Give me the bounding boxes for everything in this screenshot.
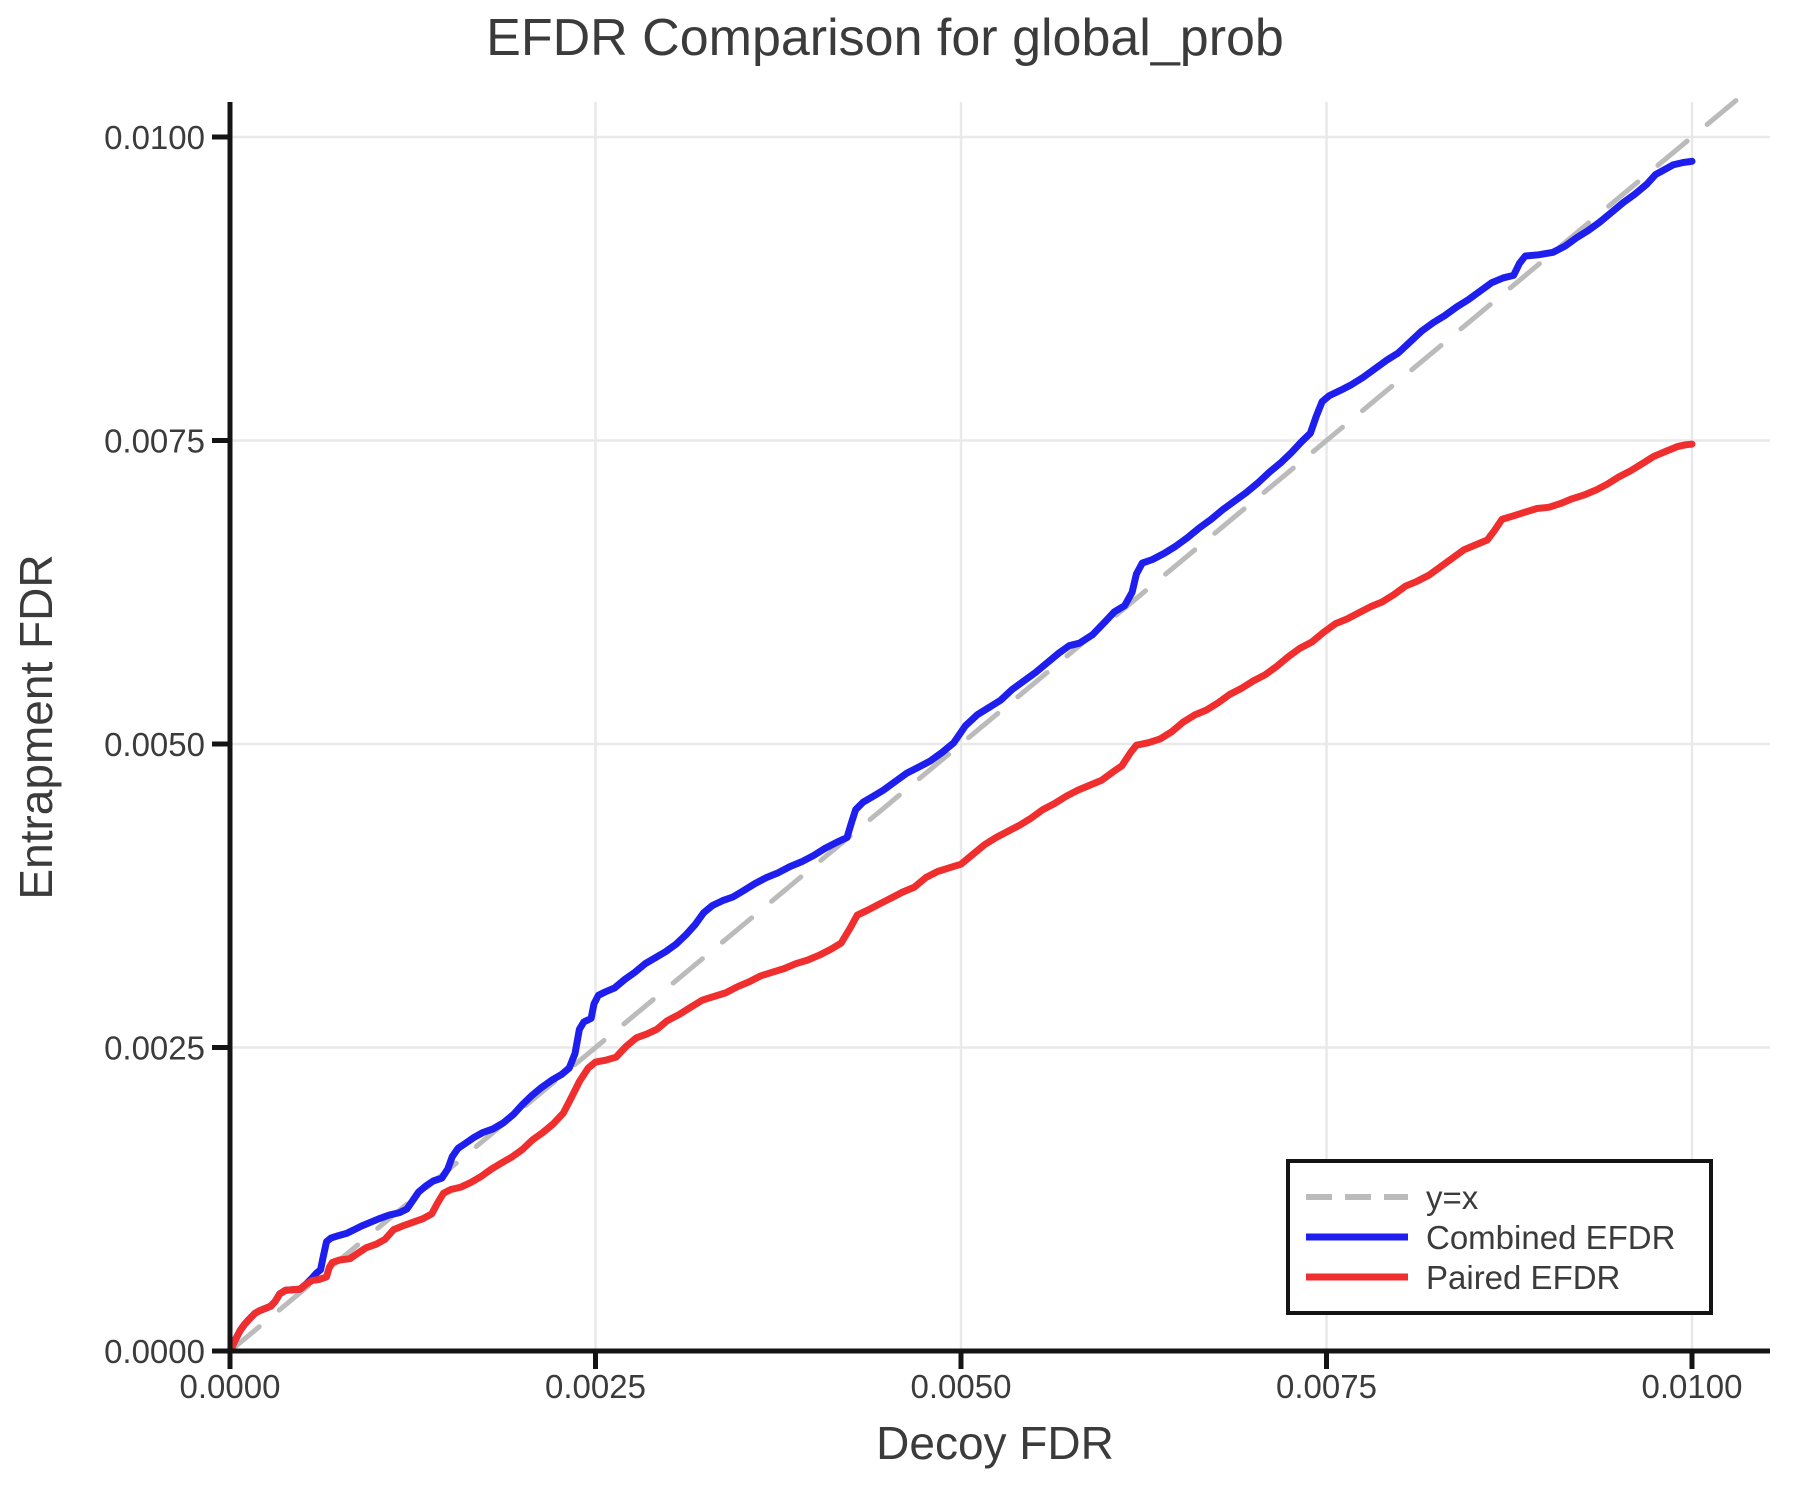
legend-label-paired: Paired EFDR	[1426, 1258, 1621, 1296]
red-line-sample-icon	[1306, 1273, 1408, 1281]
paired-efdr-line	[226, 440, 1696, 1355]
blue-line-sample-icon	[1306, 1233, 1408, 1241]
x-tick-label: 0.0075	[1276, 1368, 1377, 1405]
legend-label-combined: Combined EFDR	[1426, 1218, 1676, 1256]
y-tick-label: 0.0050	[104, 726, 205, 763]
page-title: EFDR Comparison for global_prob	[486, 9, 1284, 67]
x-tick-label: 0.0000	[180, 1368, 281, 1405]
y-tick-label: 0.0000	[104, 1333, 205, 1370]
legend-item-yx: y=x	[1304, 1177, 1709, 1217]
x-tick-label: 0.0100	[1642, 1368, 1743, 1405]
legend-label-yx: y=x	[1426, 1178, 1479, 1216]
x-tick-label: 0.0050	[911, 1368, 1012, 1405]
legend-item-paired: Paired EFDR	[1304, 1257, 1709, 1297]
x-tick-label: 0.0025	[545, 1368, 646, 1405]
y-tick-label: 0.0075	[104, 423, 205, 460]
combined-efdr-line	[226, 157, 1696, 1355]
dashed-line-sample-icon	[1306, 1194, 1408, 1200]
yx-reference-line	[227, 98, 1739, 1354]
y-axis-label: Entrapment FDR	[10, 554, 62, 900]
legend-item-combined: Combined EFDR	[1304, 1217, 1709, 1257]
legend: y=x Combined EFDR Paired EFDR	[1286, 1159, 1713, 1315]
x-axis-label: Decoy FDR	[876, 1417, 1114, 1469]
y-tick-label: 0.0100	[104, 119, 205, 156]
y-tick-label: 0.0025	[104, 1030, 205, 1067]
